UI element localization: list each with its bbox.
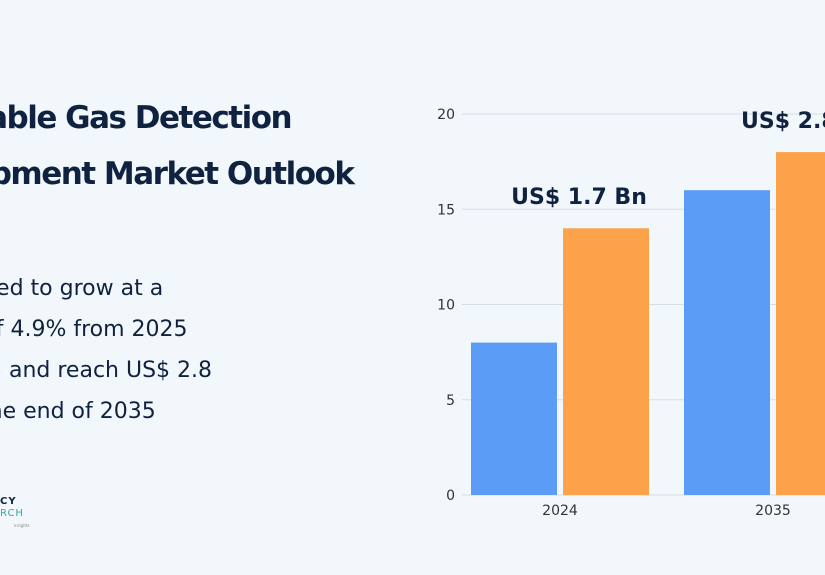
bar-2024-series-1 (471, 342, 557, 495)
y-tick-label-10: 10 (437, 298, 455, 314)
outlook-subtitle: nated to grow at a R of 4.9% from 2025 0… (0, 276, 213, 424)
value-annotation-2024: US$ 1.7 Bn (511, 185, 647, 210)
logo-tagline: insights (14, 523, 30, 528)
y-tick-label-0: 0 (446, 488, 455, 504)
y-tick-label-20: 20 (437, 107, 455, 123)
company-logo: CY RCH insights (0, 492, 60, 532)
value-annotation-2035: US$ 2.8 Bn (741, 109, 825, 134)
y-tick-label-5: 5 (446, 393, 455, 409)
bar-2024-series-2 (563, 228, 649, 496)
y-tick-label-15: 15 (437, 202, 455, 218)
logo-top-text: CY (0, 496, 17, 507)
bar-2035-series-1 (684, 190, 770, 495)
bar-2035-series-2 (776, 152, 825, 495)
outlook-title: rtable Gas Detection uipment Market Outl… (0, 100, 355, 248)
logo-bottom-text: RCH (0, 508, 24, 519)
x-tick-label-2024: 2024 (542, 503, 578, 519)
x-tick-label-2035: 2035 (755, 503, 791, 519)
